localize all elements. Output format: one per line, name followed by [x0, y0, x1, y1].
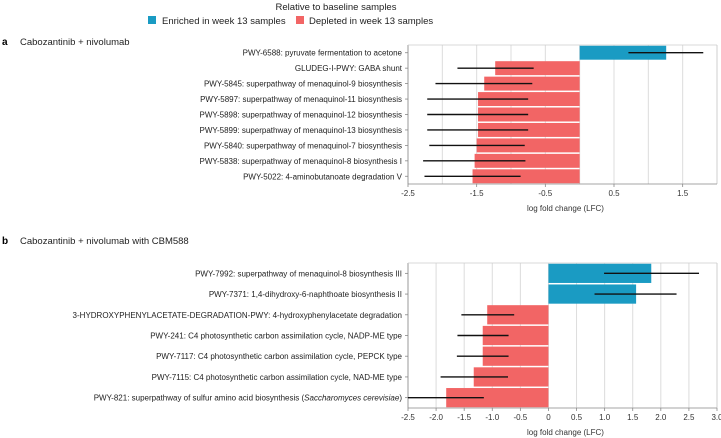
bar	[579, 45, 667, 60]
row-label: PWY-5845: superpathway of menaquinol-9 b…	[204, 80, 402, 89]
bar	[548, 284, 637, 304]
bar	[548, 263, 652, 283]
legend-swatch-depleted	[296, 16, 304, 24]
row-label: PWY-7115: C4 photosynthetic carbon assim…	[152, 373, 403, 382]
row-label: PWY-241: C4 photosynthetic carbon assimi…	[150, 332, 402, 341]
x-tick-label: 1.5	[627, 413, 639, 422]
row-label-part: )	[399, 394, 402, 403]
bar	[482, 346, 549, 366]
row-label: PWY-7371: 1,4-dihydroxy-6-naphthoate bio…	[209, 290, 402, 299]
legend-label-depleted: Depleted in week 13 samples	[309, 16, 433, 27]
bar	[478, 107, 580, 122]
legend-label-enriched: Enriched in week 13 samples	[162, 16, 286, 27]
row-label: 3-HYDROXYPHENYLACETATE-DEGRADATION-PWY: …	[73, 311, 402, 320]
row-label: PWY-5838: superpathway of menaquinol-8 b…	[200, 157, 403, 166]
x-tick-label: -1.5	[470, 189, 484, 198]
bar	[482, 325, 549, 346]
row-label: GLUDEG-I-PWY: GABA shunt	[295, 64, 403, 73]
panel-letter: b	[2, 236, 8, 247]
row-label: PWY-7117: C4 photosynthetic carbon assim…	[156, 352, 402, 361]
x-axis-label: log fold change (LFC)	[527, 204, 604, 213]
row-label: PWY-5898: superpathway of menaquinol-12 …	[200, 111, 403, 120]
row-label: PWY-821: superpathway of sulfur amino ac…	[94, 394, 403, 403]
row-label-part: Saccharomyces cerevisiae	[304, 394, 400, 403]
bar	[473, 367, 549, 387]
x-tick-label: -0.5	[538, 189, 552, 198]
row-label: PWY-5899: superpathway of menaquinol-13 …	[200, 126, 403, 135]
bar	[478, 92, 580, 107]
chart-panel-a: a Cabozantinib + nivolumab -2.5 -1.5 -0.5 0.5…	[2, 37, 718, 213]
x-tick-label: 0	[546, 413, 551, 422]
x-tick-label: 1.0	[599, 413, 611, 422]
row-label: PWY-5897: superpathway of menaquinol-11 …	[200, 95, 402, 104]
x-tick-label: -2.0	[429, 413, 443, 422]
x-tick-label: -2.5	[401, 413, 415, 422]
legend-swatch-enriched	[148, 16, 156, 24]
bar	[446, 388, 549, 408]
x-tick-label: 0.5	[608, 189, 620, 198]
bar	[474, 153, 580, 168]
panel-letter: a	[2, 37, 8, 48]
x-tick-label: 2.5	[683, 413, 695, 422]
panel-title: Cabozantinib + nivolumab with CBM588	[20, 236, 189, 247]
row-label-part: PWY-821: superpathway of sulfur amino ac…	[94, 394, 305, 403]
bar	[487, 305, 549, 325]
bar	[478, 122, 580, 137]
x-tick-label: 2.0	[655, 413, 667, 422]
chart-panel-b: b Cabozantinib + nivolumab with CBM588 -2.…	[2, 236, 721, 437]
x-tick-label: 3.0	[711, 413, 721, 422]
x-tick-label: -2.5	[401, 189, 415, 198]
row-label: PWY-5022: 4-aminobutanoate degradation V	[243, 172, 403, 181]
x-tick-label: -1.0	[485, 413, 499, 422]
x-tick-label: 0.5	[571, 413, 583, 422]
x-tick-label: -0.5	[513, 413, 527, 422]
legend-title: Relative to baseline samples	[276, 2, 397, 13]
row-label: PWY-7992: superpathway of menaquinol-8 b…	[195, 269, 402, 278]
row-label: PWY-5840: superpathway of menaquinol-7 b…	[204, 141, 402, 150]
panel-title: Cabozantinib + nivolumab	[20, 37, 130, 48]
bar	[476, 138, 580, 153]
bar	[495, 61, 580, 76]
x-axis-label: log fold change (LFC)	[527, 428, 604, 437]
x-tick-label: 1.5	[677, 189, 689, 198]
row-label: PWY-6588: pyruvate fermentation to aceto…	[243, 49, 403, 58]
bar	[472, 169, 580, 184]
x-tick-label: -1.5	[457, 413, 471, 422]
legend: Relative to baseline samples Enriched in…	[148, 2, 433, 27]
